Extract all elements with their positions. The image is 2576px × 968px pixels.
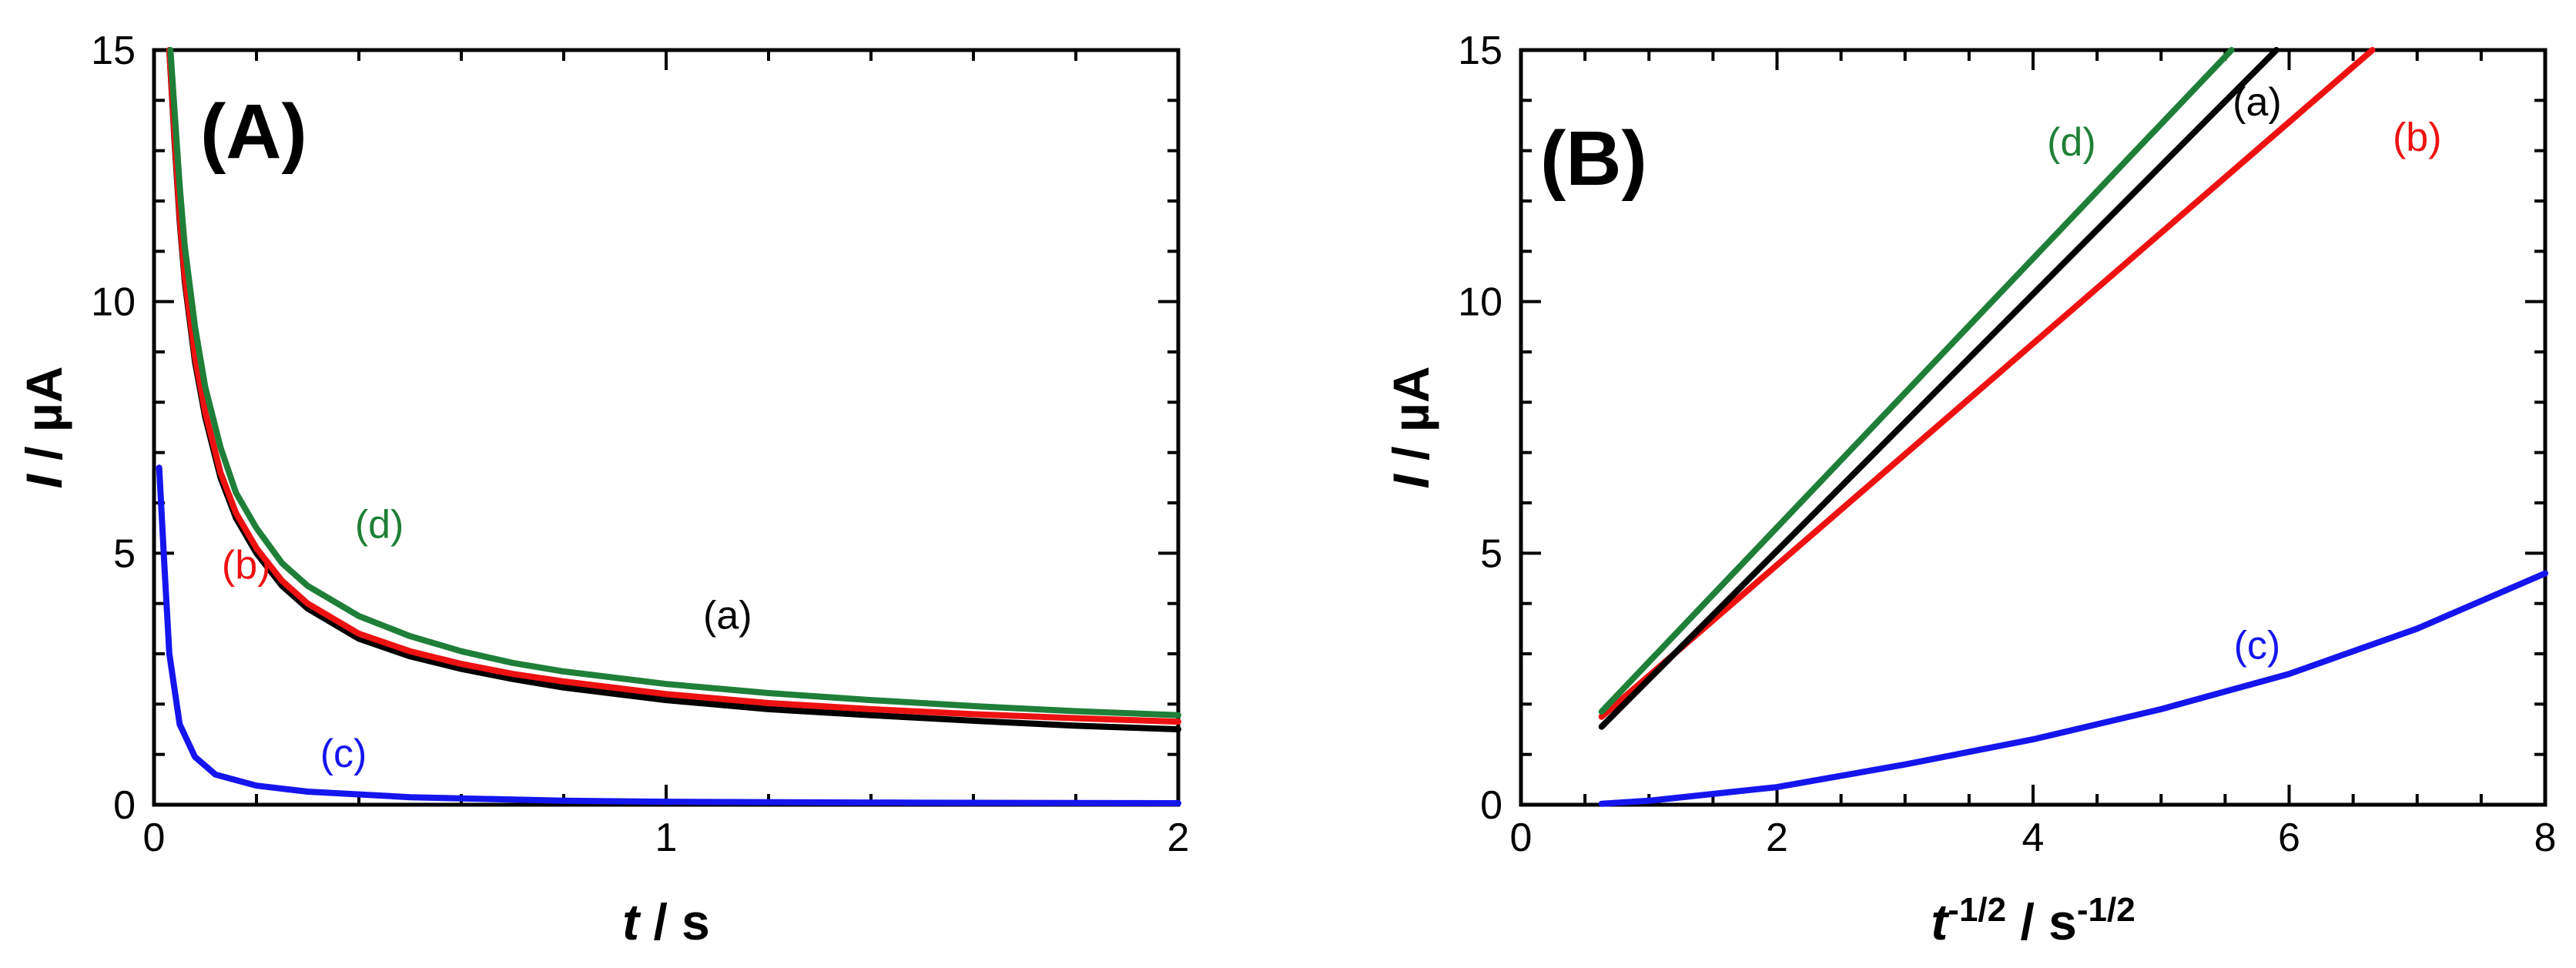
panel-b-curve-labels: (a) (b) (c) (d)	[2047, 80, 2441, 668]
panel-a-x-tick-label: 0	[143, 816, 166, 860]
panel-b-x-mid: / s	[2006, 893, 2077, 950]
panel-b-curve-label: (b)	[2393, 116, 2442, 160]
panel-a-x-tick-label: 2	[1167, 816, 1190, 860]
panel-a-curve-labels: (a) (b) (c) (d)	[222, 503, 752, 776]
panel-b-x-sup1: -1/2	[1948, 891, 2006, 929]
panel-b-x-tick-label: 4	[2022, 816, 2045, 860]
panel-a-x-axis-title: t / s	[622, 893, 710, 950]
panel-a-curve-label: (a)	[703, 593, 752, 638]
panel-b-x-sup2: -1/2	[2077, 891, 2136, 929]
panel-b-ticks	[1519, 49, 2547, 806]
panel-b-y-tick-label: 15	[1458, 28, 1502, 73]
panel-a-x-unit: / s	[639, 893, 710, 950]
panel-b-curve-label: (d)	[2047, 120, 2096, 165]
panel-a: 0 1 2 0 5 10 15 (a) (b) (c) (d) (A) t / s I / µA	[15, 28, 1189, 950]
panel-a-x-var: t	[622, 893, 641, 950]
panel-b-series-d-line	[1598, 47, 2235, 715]
panel-b-y-unit: / µA	[1382, 366, 1439, 474]
panel-b-x-tick-label: 6	[2278, 816, 2300, 860]
panel-b-y-tick-label: 5	[1480, 531, 1502, 576]
panel-b-y-axis-title: I / µA	[1382, 366, 1439, 488]
panel-b-curve-label: (c)	[2234, 624, 2281, 668]
panel-a-y-tick-label: 5	[113, 531, 136, 576]
panel-a-curve-label: (b)	[222, 543, 271, 588]
panel-b-y-tick-label: 0	[1480, 783, 1502, 828]
panel-b-x-axis-title: t-1/2 / s-1/2	[1931, 891, 2135, 951]
panel-b-label: (B)	[1540, 116, 1647, 202]
panel-b-series-c-line	[1598, 570, 2548, 807]
panel-a-series-b-line	[166, 47, 1181, 725]
panel-b-x-tick-label: 0	[1510, 816, 1533, 860]
panel-a-y-tick-label: 15	[91, 28, 136, 73]
panel-b-x-tick-label: 8	[2534, 816, 2557, 860]
panel-a-series-a-line	[166, 47, 1181, 732]
panel-b-series-a-line	[1598, 47, 2280, 730]
panel-b-series-b-line	[1598, 47, 2376, 720]
panel-a-y-axis-title: I / µA	[15, 366, 72, 488]
panel-b-y-var: I	[1382, 474, 1439, 489]
panel-a-curve-label: (c)	[320, 732, 367, 776]
panel-a-x-tick-label: 1	[655, 816, 678, 860]
panel-a-curves	[156, 47, 1181, 806]
panel-b-frame	[1519, 48, 2548, 807]
panel-b-tick-labels: 0 2 4 6 8 0 5 10 15	[1458, 28, 2556, 860]
panel-a-curve-label: (d)	[355, 503, 404, 548]
panel-a-series-c-line	[156, 464, 1181, 806]
panel-a-y-var: I	[15, 474, 72, 489]
panel-a-tick-labels: 0 1 2 0 5 10 15	[91, 28, 1189, 860]
panel-b-curves	[1598, 47, 2548, 807]
panel-a-y-tick-label: 0	[113, 783, 136, 828]
panel-a-y-tick-label: 10	[91, 280, 136, 325]
panel-a-series-d-line	[167, 47, 1181, 718]
panel-b-y-tick-label: 10	[1458, 280, 1502, 325]
panel-b-x-var: t	[1931, 893, 1950, 950]
panel-b-curve-label: (a)	[2233, 80, 2282, 125]
panel-a-y-unit: / µA	[15, 366, 72, 474]
panel-a-label: (A)	[200, 89, 307, 175]
panel-b-x-tick-label: 2	[1766, 816, 1788, 860]
